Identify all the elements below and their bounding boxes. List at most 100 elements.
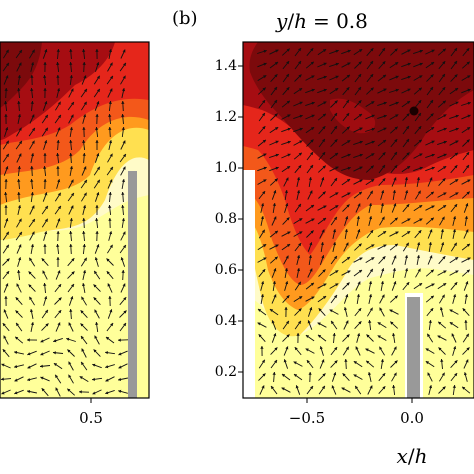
vector-arrowhead <box>382 61 386 65</box>
vector-arrowhead <box>58 310 62 314</box>
vector-arrowhead <box>332 229 337 233</box>
vector-arrowhead <box>122 75 126 79</box>
vector-arrowhead <box>31 231 35 235</box>
vector-arrowhead <box>430 295 434 299</box>
vector-arrowhead <box>5 166 9 170</box>
vector-arrowhead <box>123 297 127 301</box>
vector-arrowhead <box>417 190 421 194</box>
vector-arrowhead <box>286 87 290 91</box>
vector-arrowhead <box>334 153 338 156</box>
vector-arrowhead <box>298 243 302 247</box>
vector-arrowhead <box>453 242 457 246</box>
vector-arrowhead <box>367 372 372 376</box>
vector-arrowhead <box>298 61 301 65</box>
vector-arrowhead <box>451 333 455 337</box>
vector-arrowhead <box>118 377 122 381</box>
vector-arrowhead <box>271 386 274 390</box>
vector-arrowhead <box>57 88 61 92</box>
vector-arrowhead <box>382 165 385 169</box>
vector-arrowhead <box>284 268 288 272</box>
vector-arrowhead <box>274 178 278 182</box>
vector-arrowhead <box>274 74 278 78</box>
vector-arrowhead <box>383 101 387 105</box>
vector-arrowhead <box>82 218 86 221</box>
vector-arrowhead <box>382 373 386 377</box>
vector-arrowhead <box>118 365 122 369</box>
vector-arrowhead <box>262 87 266 91</box>
vector-arrowhead <box>334 256 337 260</box>
panel-b-xlabel-slash: / <box>408 444 415 468</box>
vector-arrowhead <box>17 166 21 169</box>
vector-arrowhead <box>82 270 87 274</box>
vector-arrowhead <box>440 229 444 233</box>
vector-arrowhead <box>346 126 350 130</box>
vector-arrowhead <box>109 88 113 92</box>
vector-arrowhead <box>462 386 466 390</box>
vector-arrowhead <box>419 75 423 79</box>
vector-arrowhead <box>310 152 313 156</box>
vector-arrowhead <box>467 88 471 92</box>
vector-arrowhead <box>69 153 73 156</box>
vector-arrowhead <box>370 48 374 52</box>
vector-arrowhead <box>443 127 447 131</box>
vector-arrowhead <box>347 153 351 157</box>
vector-arrowhead <box>82 140 86 143</box>
vector-arrowhead <box>464 320 468 323</box>
vector-arrowhead <box>356 216 360 219</box>
vector-arrowhead <box>382 256 386 260</box>
vector-arrowhead <box>260 346 264 349</box>
vector-arrowhead <box>406 282 410 286</box>
vector-arrowhead <box>368 294 373 298</box>
vector-arrowhead <box>94 309 98 313</box>
vector-arrowhead <box>430 191 434 195</box>
vector-arrowhead <box>334 113 337 117</box>
vector-arrowhead <box>305 348 309 352</box>
vector-arrowhead <box>17 205 22 209</box>
vector-arrowhead <box>44 114 48 119</box>
vector-arrowhead <box>345 216 349 220</box>
panel-a-xtick-label: 0.5 <box>79 409 103 427</box>
vector-arrowhead <box>274 347 278 351</box>
vector-arrowhead <box>443 270 447 274</box>
vector-arrowhead <box>5 283 9 287</box>
vector-arrowhead <box>309 307 313 311</box>
vector-arrowhead <box>331 385 335 389</box>
vector-arrowhead <box>353 361 357 365</box>
vector-arrowhead <box>17 270 21 273</box>
vector-arrowhead <box>344 359 348 362</box>
vector-arrowhead <box>334 178 337 182</box>
vector-arrowhead <box>310 386 313 390</box>
vector-arrowhead <box>356 294 360 297</box>
vector-arrowhead <box>272 372 276 375</box>
vector-arrowhead <box>109 62 113 66</box>
vector-arrowhead <box>69 75 73 78</box>
vector-arrowhead <box>370 74 374 78</box>
vector-arrowhead <box>30 166 34 169</box>
vector-arrowhead <box>322 373 326 377</box>
vector-arrowhead <box>334 216 337 221</box>
vector-arrowhead <box>58 284 62 288</box>
vector-arrowhead <box>390 321 394 325</box>
panel-a-frame <box>0 41 150 399</box>
vector-arrowhead <box>96 88 100 93</box>
vector-arrowhead <box>455 257 459 261</box>
vector-arrowhead <box>110 166 113 171</box>
vector-arrowhead <box>466 269 470 273</box>
vector-arrowhead <box>392 333 396 337</box>
vector-arrowhead <box>441 242 445 246</box>
panel-b-xtick-label: −0.5 <box>289 409 325 427</box>
vector-arrowhead <box>95 127 99 130</box>
vector-arrowhead <box>45 323 49 327</box>
vector-arrowhead <box>394 165 398 169</box>
vector-arrowhead <box>285 281 289 285</box>
vector-arrowhead <box>371 127 375 131</box>
vector-arrowhead <box>371 140 375 144</box>
vector-arrowhead <box>30 244 34 248</box>
vector-arrowhead <box>96 153 100 157</box>
panel-b-title-slash: / <box>287 9 294 33</box>
vector-arrowhead <box>467 75 471 79</box>
vector-arrowhead <box>322 191 326 195</box>
vector-arrowhead <box>358 87 361 91</box>
vector-arrowhead <box>395 75 399 79</box>
vector-arrowhead <box>419 62 423 66</box>
